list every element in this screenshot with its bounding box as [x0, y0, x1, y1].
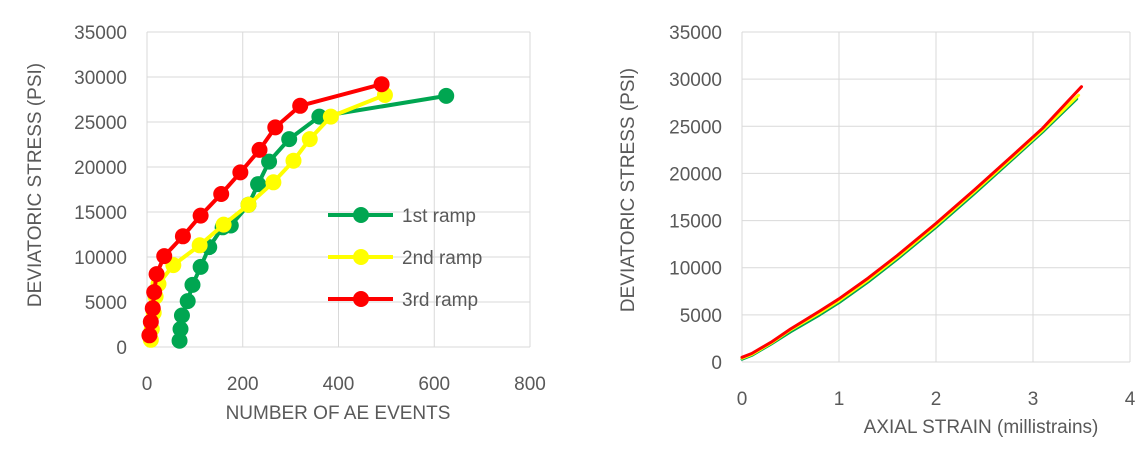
- x-tick-label: 200: [227, 374, 259, 395]
- data-point: [265, 174, 282, 191]
- right-y-axis-title: DEVIATORIC STRESS (PSI): [618, 68, 639, 312]
- y-tick-label: 35000: [669, 23, 722, 44]
- x-tick-label: 1: [834, 389, 845, 410]
- ae-events-chart: 0 5000 10000 15000 20000 25000 30000 35000 0 200…: [25, 23, 546, 424]
- y-tick-label: 15000: [74, 203, 127, 224]
- series-line: [740, 97, 1079, 361]
- y-tick-label: 10000: [669, 259, 722, 280]
- x-tick-label: 0: [142, 374, 153, 395]
- legend-label: 1st ramp: [402, 206, 476, 227]
- legend-marker: [353, 249, 369, 265]
- y-tick-label: 5000: [680, 306, 722, 327]
- data-point: [373, 76, 390, 93]
- data-point: [142, 313, 159, 330]
- legend-marker: [353, 291, 369, 307]
- y-tick-label: 20000: [669, 164, 722, 185]
- legend-marker: [353, 207, 369, 223]
- y-tick-label: 25000: [669, 117, 722, 138]
- data-point: [172, 321, 189, 337]
- x-tick-label: 2: [931, 389, 942, 410]
- data-point: [261, 153, 278, 170]
- data-point: [179, 293, 196, 310]
- legend-label: 3rd ramp: [402, 290, 478, 311]
- data-point: [146, 284, 163, 301]
- right-series: [740, 85, 1083, 361]
- y-tick-label: 30000: [669, 70, 722, 91]
- data-point: [141, 327, 158, 344]
- left-series: [141, 76, 455, 349]
- data-point: [250, 176, 267, 193]
- right-x-axis-title: AXIAL STRAIN (millistrains): [864, 417, 1099, 438]
- left-y-tick-labels: 0 5000 10000 15000 20000 25000 30000 35000: [74, 23, 127, 359]
- data-point: [192, 207, 209, 224]
- data-point: [292, 97, 309, 114]
- y-tick-label: 10000: [74, 248, 127, 269]
- data-point: [281, 131, 298, 148]
- data-point: [240, 196, 257, 213]
- legend-label: 2nd ramp: [402, 248, 482, 269]
- data-point: [173, 307, 190, 324]
- x-tick-label: 4: [1125, 389, 1136, 410]
- y-tick-label: 0: [711, 353, 722, 374]
- data-point: [301, 131, 318, 148]
- data-point: [171, 332, 188, 349]
- y-tick-label: 0: [116, 338, 127, 359]
- data-point: [144, 300, 161, 317]
- y-tick-label: 15000: [669, 212, 722, 233]
- data-point: [251, 141, 268, 158]
- legend: 1st ramp 2nd ramp 3rd ramp: [328, 206, 482, 311]
- data-point: [232, 164, 249, 181]
- data-point: [191, 237, 208, 254]
- left-gridlines: [146, 31, 531, 348]
- data-point: [174, 228, 191, 245]
- y-tick-label: 30000: [74, 68, 127, 89]
- data-point: [213, 186, 230, 202]
- left-y-axis-title: DEVIATORIC STRESS (PSI): [25, 63, 46, 307]
- data-point: [184, 276, 201, 293]
- data-point: [311, 108, 328, 125]
- right-y-tick-labels: 0 5000 10000 15000 20000 25000 30000 35000: [669, 23, 722, 374]
- series-line: [740, 85, 1083, 359]
- y-tick-label: 20000: [74, 158, 127, 179]
- x-tick-label: 0: [737, 389, 748, 410]
- series-line: [740, 93, 1081, 360]
- data-point: [438, 87, 455, 104]
- x-tick-label: 3: [1028, 389, 1039, 410]
- x-tick-label: 400: [323, 374, 355, 395]
- x-tick-label: 600: [418, 374, 450, 395]
- data-point: [148, 266, 165, 283]
- x-tick-label: 800: [514, 374, 546, 395]
- y-tick-label: 5000: [85, 293, 127, 314]
- y-tick-label: 25000: [74, 113, 127, 134]
- left-x-axis-title: NUMBER OF AE EVENTS: [226, 403, 451, 424]
- data-point: [215, 216, 232, 233]
- right-x-tick-labels: 0 1 2 3 4: [737, 389, 1136, 410]
- right-gridlines: [741, 31, 1131, 363]
- data-point: [156, 248, 173, 265]
- data-point: [322, 108, 339, 125]
- data-point: [285, 152, 302, 169]
- data-point: [267, 119, 284, 136]
- data-point: [192, 258, 209, 275]
- left-x-tick-labels: 0 200 400 600 800: [142, 374, 546, 395]
- axial-strain-chart: 0 5000 10000 15000 20000 25000 30000 35000 0 1 2 3…: [618, 23, 1136, 438]
- y-tick-label: 35000: [74, 23, 127, 44]
